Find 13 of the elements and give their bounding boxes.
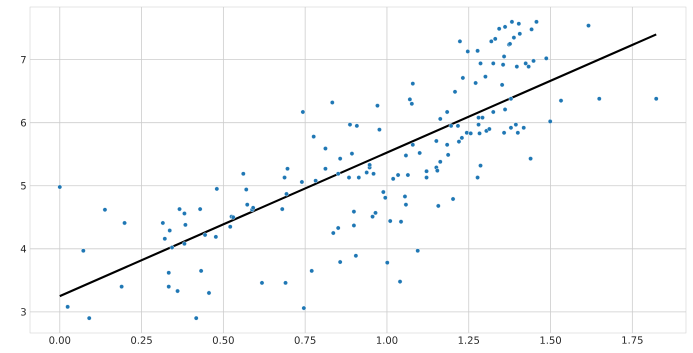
y-tick-label: 4 — [20, 245, 26, 252]
x-tick-label: 0.75 — [294, 336, 316, 344]
x-tick-label: 1.50 — [540, 336, 561, 344]
x-tick-label: 0.50 — [212, 336, 234, 344]
y-tick-label: 5 — [21, 182, 26, 190]
y-tick-label: 3 — [21, 308, 26, 316]
x-tick-label: 1.25 — [458, 336, 479, 344]
y-tick-label: 6 — [20, 118, 26, 126]
x-tick-label: 0.00 — [49, 336, 70, 344]
x-tick-label: 1.00 — [376, 336, 398, 344]
x-tick-label: 1.75 — [622, 336, 643, 344]
y-tick-label: 7 — [21, 56, 26, 64]
x-tick-label: 0.25 — [131, 336, 152, 344]
